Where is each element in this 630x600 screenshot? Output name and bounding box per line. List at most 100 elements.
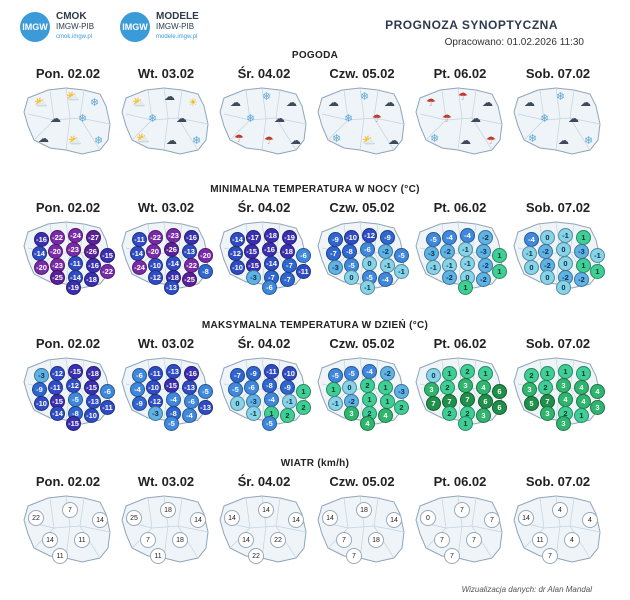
temperature-value: -2 [538,244,553,259]
temperature-value: 4 [360,416,375,431]
wind-speed: 18 [356,502,372,518]
temperature-value: 2 [524,368,539,383]
snow-cloud-icon: ❄ [360,91,370,103]
snow-cloud-icon: ❄ [90,97,100,109]
temperature-value: -3 [246,270,261,285]
temperature-value: -14 [130,246,145,261]
temperature-value: -8 [342,244,357,259]
temperature-value: -4 [442,230,457,245]
temperature-value: -5 [426,232,441,247]
temperature-value: 7 [426,396,441,411]
temperature-value: -3 [476,244,491,259]
temperature-value: -13 [164,280,179,295]
temperature-value: -4 [524,232,539,247]
temperature-value: 2 [440,380,455,395]
poland-map-icon [513,87,601,155]
snow-cloud-icon: ❄ [430,133,440,145]
temperature-value: 1 [326,382,341,397]
wind-speed: 22 [270,532,286,548]
temperature-value: -19 [282,230,297,245]
temperature-value: -6 [132,368,147,383]
snow-cloud-icon: ❄ [94,135,104,147]
temperature-value: -17 [246,230,261,245]
snow-cloud-icon: ❄ [344,113,354,125]
section-title-weather: POGODA [291,50,339,61]
temperature-value: 0 [344,270,359,285]
temperature-value: 0 [524,260,539,275]
tmin-map: -4 0 -1 1 -1 -2 0 -3 -1 0 -2 0 1 1 0 -2 -2 0 [510,218,606,295]
wind-speed: 14 [518,510,534,526]
temperature-value: -10 [84,408,99,423]
temperature-value: 3 [590,400,605,415]
day-label: Czw. 05.02 [329,336,395,351]
day-label: Czw. 05.02 [329,474,395,489]
temperature-value: 1 [576,230,591,245]
temperature-value: -5 [68,392,83,407]
region-border [517,521,601,533]
cloud-icon: ☁ [50,113,61,125]
temperature-value: -14 [230,232,245,247]
temperature-value: -9 [280,380,295,395]
temperature-value: 1 [296,384,311,399]
temperature-value: -13 [86,394,101,409]
region-border [27,113,111,125]
temperature-value: -6 [360,242,375,257]
weather-map: ⛅ ⛅ ❄ ☁ ❄ ☁ ⛅ ❄ [20,84,116,156]
region-border [457,87,463,151]
cloud-icon: ☁ [460,135,471,147]
temperature-value: -3 [424,246,439,261]
region-border [27,521,111,533]
temperature-value: -3 [34,368,49,383]
cmok-logo[interactable]: IMGW CMOK IMGW-PIB cmok.imgw.pl [20,12,94,42]
temperature-value: -9 [132,396,147,411]
snow-cloud-icon: ❄ [192,135,202,147]
temperature-value: 5 [524,396,539,411]
temperature-value: 4 [590,384,605,399]
temperature-value: -11 [264,364,279,379]
poland-map-icon [415,87,503,155]
temperature-value: 7 [460,392,475,407]
map-outline [121,87,209,155]
temperature-value: -2 [440,244,455,259]
region-border [163,87,169,151]
logo-url: modele.imgw.pl [156,34,198,40]
poland-map-icon [121,87,209,155]
wind-speed: 4 [564,532,580,548]
temperature-value: -9 [32,382,47,397]
temperature-value: -12 [50,366,65,381]
temperature-value: -10 [34,396,49,411]
poland-map-icon [317,87,405,155]
temperature-value: -9 [328,232,343,247]
temperature-value: 1 [478,366,493,381]
temperature-value: 0 [362,256,377,271]
wind-speed: 14 [322,510,338,526]
poland-map-icon [219,87,307,155]
region-border [261,87,267,151]
imgw-logo-icon: IMGW [20,12,50,42]
temperature-value: -3 [148,406,163,421]
temperature-value: 6 [492,384,507,399]
region-border [517,113,601,125]
temperature-value: -11 [100,400,115,415]
cloud-icon: ☁ [568,113,579,125]
temperature-value: -3 [574,244,589,259]
temperature-value: -25 [50,270,65,285]
temperature-value: -27 [86,230,101,245]
temperature-value: -6 [244,380,259,395]
temperature-value: -6 [100,384,115,399]
wind-speed: 14 [258,502,274,518]
temperature-value: -4 [460,228,475,243]
wind-speed: 7 [434,532,450,548]
tmax-map: -5 -5 -4 -2 1 0 2 1 -3 -1 -2 1 1 2 3 2 4 4 [314,354,410,431]
weather-map: ☂ ☂ ☁ ☂ ☁ ❄ ☁ ☂ [412,84,508,156]
temperature-value: -25 [182,272,197,287]
cloud-icon: ☁ [166,135,177,147]
temperature-value: -11 [48,380,63,395]
map-outline [317,87,405,155]
temperature-value: -5 [344,366,359,381]
temperature-value: -7 [230,368,245,383]
temperature-value: 0 [342,380,357,395]
temperature-value: -7 [280,272,295,287]
modele-logo[interactable]: IMGW MODELE IMGW-PIB modele.imgw.pl [120,12,199,42]
